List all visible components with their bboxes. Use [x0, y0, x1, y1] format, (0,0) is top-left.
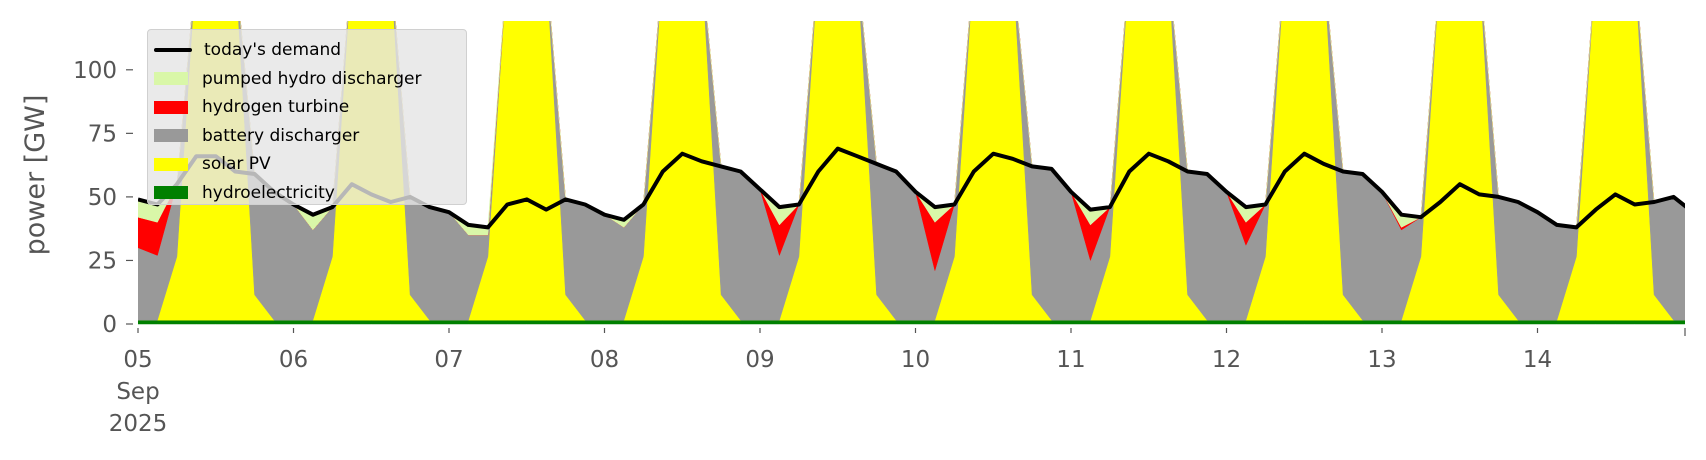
x-tick-label: 07: [434, 347, 463, 373]
legend: today's demand pumped hydro discharger h…: [147, 29, 467, 205]
legend-item-demand: today's demand: [154, 36, 466, 65]
legend-label: today's demand: [204, 40, 342, 61]
x-tick-label: 08: [590, 347, 619, 373]
x-tick-label: 09: [745, 347, 774, 373]
legend-swatch: [154, 186, 188, 200]
x-tick-label: 14: [1523, 347, 1552, 373]
y-tick-label: 50: [88, 185, 117, 211]
x-tick-label: 06: [279, 347, 308, 373]
legend-label: solar PV: [202, 154, 271, 175]
axes: 0 25 50 75 100 05 Sep 2025 06 07 08 09 10 11 12 13 14: [73, 58, 1686, 437]
y-tick-label: 0: [102, 312, 117, 338]
legend-label: battery discharger: [202, 125, 360, 146]
area-hydroelectricity: [138, 319, 1685, 325]
x-tick-label: 05: [123, 347, 152, 373]
area-battery-discharger: [138, 21, 1685, 321]
legend-swatch: [154, 72, 188, 86]
legend-label: hydroelectricity: [202, 182, 335, 203]
x-tick-label: 10: [901, 347, 930, 373]
legend-item-solar: solar PV: [154, 150, 466, 179]
y-tick-label: 75: [88, 121, 117, 147]
legend-label: pumped hydro discharger: [202, 68, 422, 89]
x-tick-label: 12: [1212, 347, 1241, 373]
legend-swatch: [154, 129, 188, 143]
y-axis-label: power [GW]: [20, 95, 51, 256]
x-tick-label: 2025: [109, 411, 168, 437]
y-tick-label: 25: [88, 248, 117, 274]
x-tick-label: 11: [1056, 347, 1085, 373]
x-tick-label: 13: [1367, 347, 1396, 373]
legend-label: hydrogen turbine: [202, 97, 350, 118]
legend-item-battery: battery discharger: [154, 122, 466, 151]
legend-swatch: [154, 157, 188, 171]
y-tick-label: 100: [73, 58, 117, 84]
legend-item-hydro: hydroelectricity: [154, 179, 466, 208]
x-tick-label: Sep: [116, 379, 159, 405]
legend-swatch: [154, 100, 188, 114]
legend-line-swatch: [154, 48, 192, 53]
legend-item-pumped-hydro: pumped hydro discharger: [154, 65, 466, 94]
series-areas: [138, 21, 1685, 325]
legend-item-hydrogen: hydrogen turbine: [154, 93, 466, 122]
